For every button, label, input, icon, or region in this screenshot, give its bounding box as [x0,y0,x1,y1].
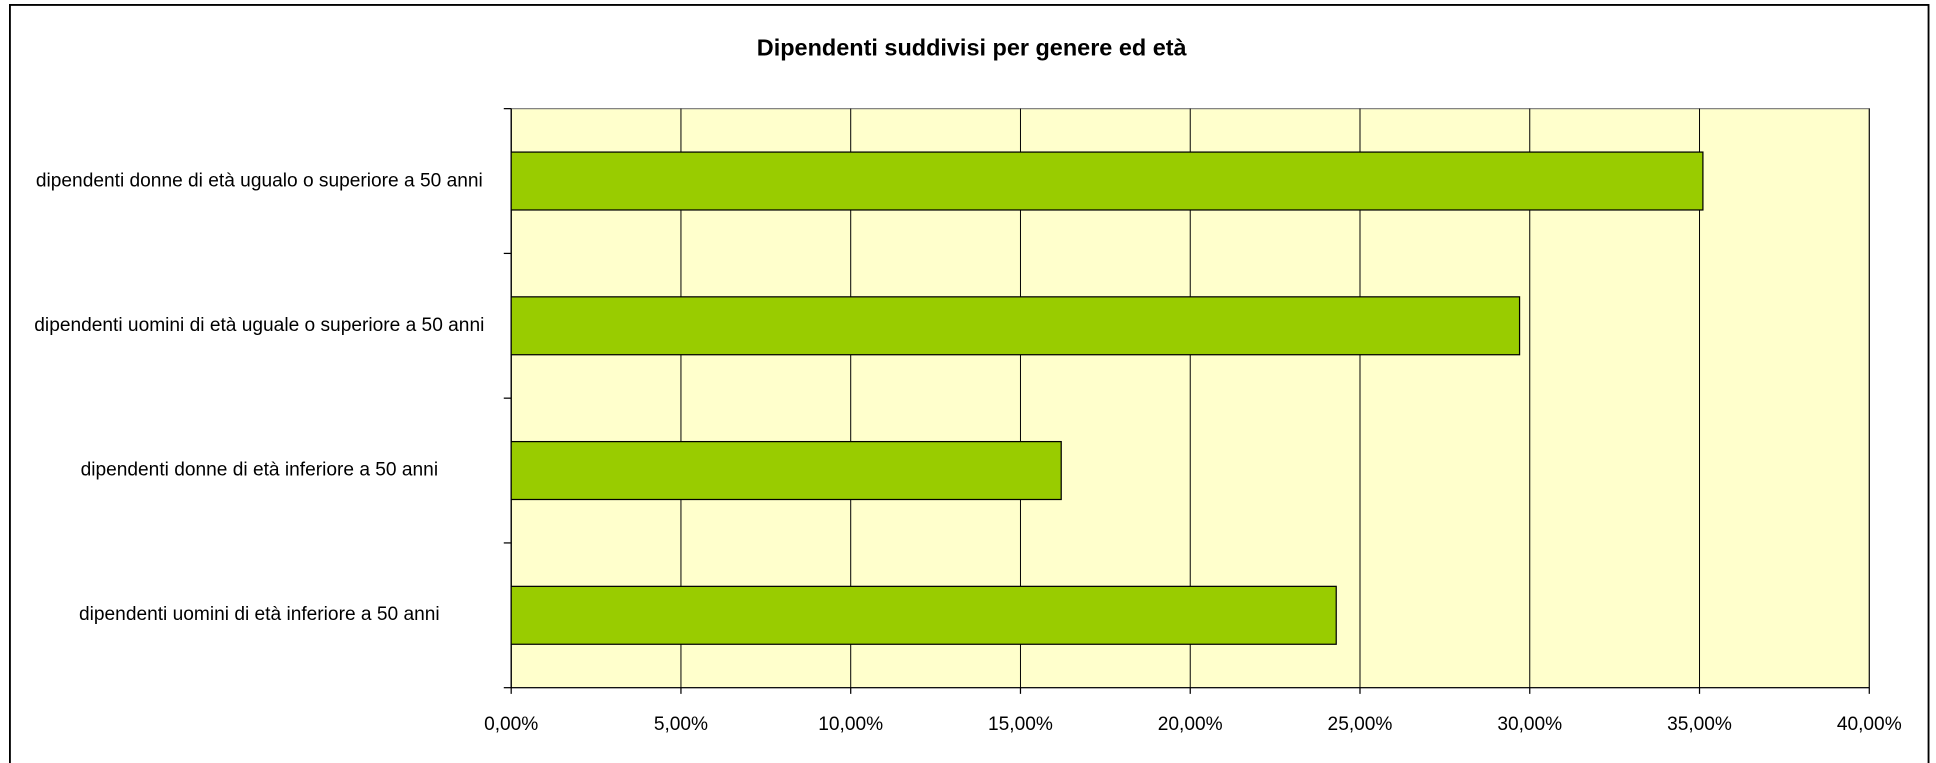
y-tick-label-box: dipendenti uomini di età inferiore a 50 … [78,604,440,626]
y-tick-label: dipendenti donne di età ugualo o superio… [35,169,483,191]
y-tick-label: dipendenti uomini di età inferiore a 50 … [78,604,440,626]
x-tick-label: 40,00% [1837,714,1902,735]
y-tick-label: dipendenti donne di età inferiore a 50 a… [80,459,439,481]
x-tick-label: 0,00% [484,714,538,735]
y-tick-label: dipendenti uomini di età uguale o superi… [34,314,485,336]
y-tick-label-box: dipendenti donne di età inferiore a 50 a… [80,459,439,481]
bar [510,296,1521,356]
chart-title: Dipendenti suddivisi per genere ed età [757,35,1188,61]
x-tick-label: 5,00% [654,714,708,735]
x-tick-label: 20,00% [1158,714,1223,735]
x-tick-label: 25,00% [1328,714,1393,735]
y-tick-label-box: dipendenti uomini di età uguale o superi… [34,314,485,336]
x-tick-label: 35,00% [1667,714,1732,735]
bar [510,440,1062,501]
x-tick-label: 30,00% [1497,714,1562,735]
x-tick-label: 10,00% [818,714,883,735]
bar [510,151,1704,211]
bar [510,585,1337,645]
y-tick-label-box: dipendenti donne di età ugualo o superio… [35,169,483,191]
x-tick-label: 15,00% [988,714,1053,735]
